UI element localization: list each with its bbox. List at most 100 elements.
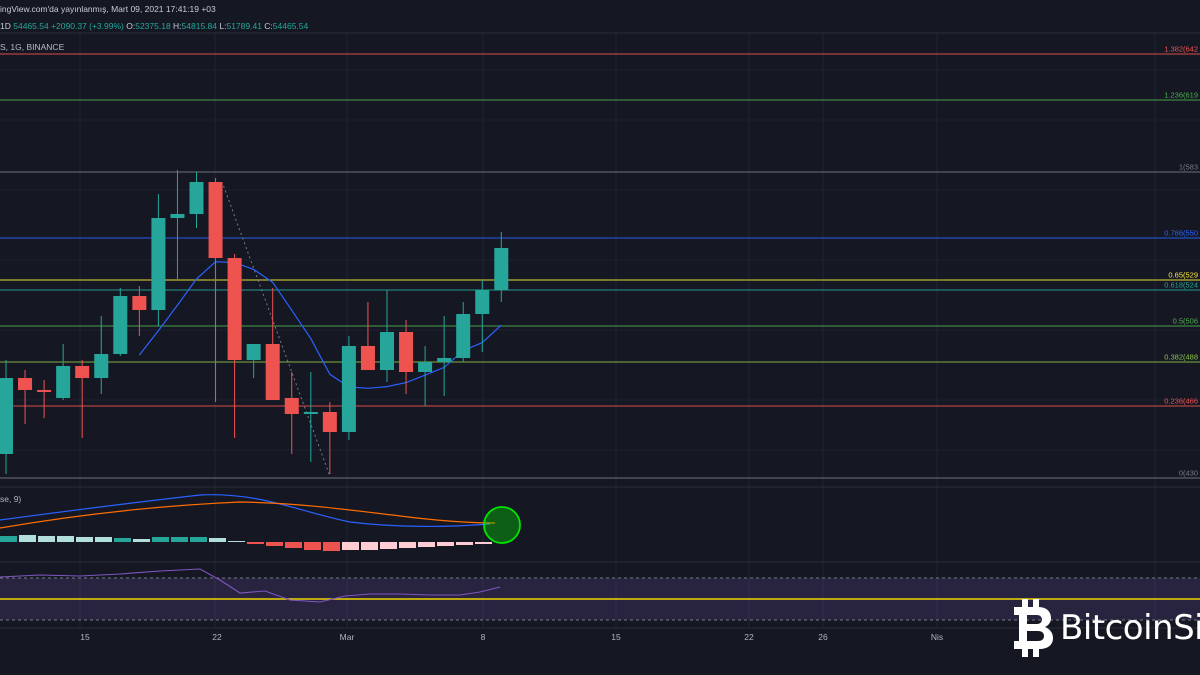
candle-body: [399, 332, 414, 372]
macd-bar-18: [342, 542, 359, 550]
x-tick-3: 8: [481, 632, 486, 642]
candle-body: [437, 358, 452, 362]
macd-bar-12: [228, 541, 245, 542]
header-line-1: ingView.com'da yayınlanmış, Mart 09, 202…: [0, 4, 216, 14]
fib-trend-line: [223, 185, 331, 477]
candle-body: [284, 398, 299, 414]
macd-bar-5: [95, 537, 112, 542]
candle-19: [360, 302, 375, 370]
close-label: C:: [264, 21, 273, 31]
watermark-text: BitcoinSis: [1060, 608, 1200, 648]
fib-label-6: 0.5(506: [1173, 317, 1198, 326]
candle-21: [399, 320, 414, 394]
x-tick-6: 26: [818, 632, 828, 642]
macd-bar-24: [456, 542, 473, 545]
candle-body: [170, 214, 185, 218]
macd-bar-22: [418, 542, 435, 547]
candle-body: [0, 378, 13, 454]
macd-bar-15: [285, 542, 302, 548]
candle-1: [18, 370, 33, 424]
candle-22: [418, 346, 433, 406]
x-tick-5: 22: [744, 632, 754, 642]
symbol-interval: 1D: [0, 21, 11, 31]
open-label: O:: [126, 21, 136, 31]
candle-10: [189, 172, 204, 228]
candle-0: [0, 360, 13, 474]
macd-bar-8: [152, 537, 169, 542]
low-label: L:: [219, 21, 227, 31]
macd-bar-4: [76, 537, 93, 542]
candle-body: [322, 412, 337, 432]
candle-7: [132, 286, 147, 336]
candle-12: [227, 254, 242, 438]
candle-body: [475, 290, 490, 314]
rsi-line: [0, 568, 501, 603]
fib-label-5: 0.618(524: [1164, 281, 1198, 290]
candle-23: [437, 316, 452, 396]
macd-bar-6: [114, 538, 131, 542]
candle-body: [418, 362, 433, 372]
macd-bar-16: [304, 542, 321, 550]
fib-label-7: 0.382(488: [1164, 353, 1198, 362]
macd-pane: se, 9): [0, 494, 521, 551]
candle-body: [380, 332, 394, 370]
candle-3: [56, 344, 71, 400]
high-label: H:: [173, 21, 182, 31]
macd-bar-3: [57, 536, 74, 542]
macd-bar-20: [380, 542, 397, 549]
candle-25: [475, 280, 490, 352]
fibonacci-levels: 1.382(642 1.236(619 1(583 0.786(550 0.65(529…: [0, 45, 1200, 479]
candle-body: [189, 182, 204, 214]
moving-average-line: [138, 261, 502, 389]
candle-17: [322, 402, 337, 474]
macd-label: se, 9): [0, 494, 21, 504]
macd-bar-11: [209, 538, 226, 542]
candle-6: [113, 288, 128, 356]
macd-bar-19: [361, 542, 378, 550]
fib-label-8: 0.236(466: [1164, 397, 1198, 406]
candle-body: [151, 218, 166, 310]
macd-bar-25: [475, 542, 492, 544]
fib-label-4: 0.65(529: [1168, 271, 1198, 280]
macd-bar-23: [437, 542, 454, 546]
candle-14: [265, 288, 280, 400]
candle-16: [303, 372, 318, 462]
candle-body: [132, 296, 147, 310]
watermark: BitcoinSis: [1008, 597, 1200, 659]
chart-header: ingView.com'da yayınlanmış, Mart 09, 202…: [0, 0, 1200, 52]
high-value: 54815.84: [181, 21, 217, 31]
price-change: +2090.37 (+3.99%): [51, 21, 124, 31]
candle-body: [360, 346, 375, 370]
candle-13: [246, 344, 261, 378]
candle-15: [284, 372, 299, 454]
candle-body: [456, 314, 471, 358]
x-tick-0: 15: [80, 632, 90, 642]
low-value: 51789.41: [226, 21, 262, 31]
candle-9: [170, 170, 185, 280]
candle-body: [341, 346, 356, 432]
candle-body: [113, 296, 128, 354]
macd-bar-7: [133, 539, 150, 542]
candle-body: [94, 354, 109, 378]
candle-body: [227, 258, 242, 360]
crossover-highlight: [483, 506, 521, 544]
fib-label-1: 1.236(619: [1164, 91, 1198, 100]
macd-line: [0, 494, 491, 527]
candle-body: [18, 378, 33, 390]
candle-5: [94, 316, 109, 394]
fib-label-0: 1.382(642: [1164, 45, 1198, 54]
candle-body: [246, 344, 261, 360]
macd-bar-1: [19, 535, 36, 542]
candle-2: [37, 380, 52, 418]
last-price: 54465.54: [13, 21, 49, 31]
x-axis: 15 22 Mar 8 15 22 26 Nis: [80, 632, 943, 642]
candle-body: [56, 366, 71, 398]
macd-bar-13: [247, 542, 264, 544]
x-tick-7: Nis: [931, 632, 943, 642]
open-value: 52375.18: [135, 21, 171, 31]
fib-label-9: 0(430: [1179, 469, 1198, 478]
fib-label-3: 0.786(550: [1164, 229, 1198, 238]
macd-bar-0: [0, 536, 17, 542]
candle-body: [303, 412, 318, 414]
